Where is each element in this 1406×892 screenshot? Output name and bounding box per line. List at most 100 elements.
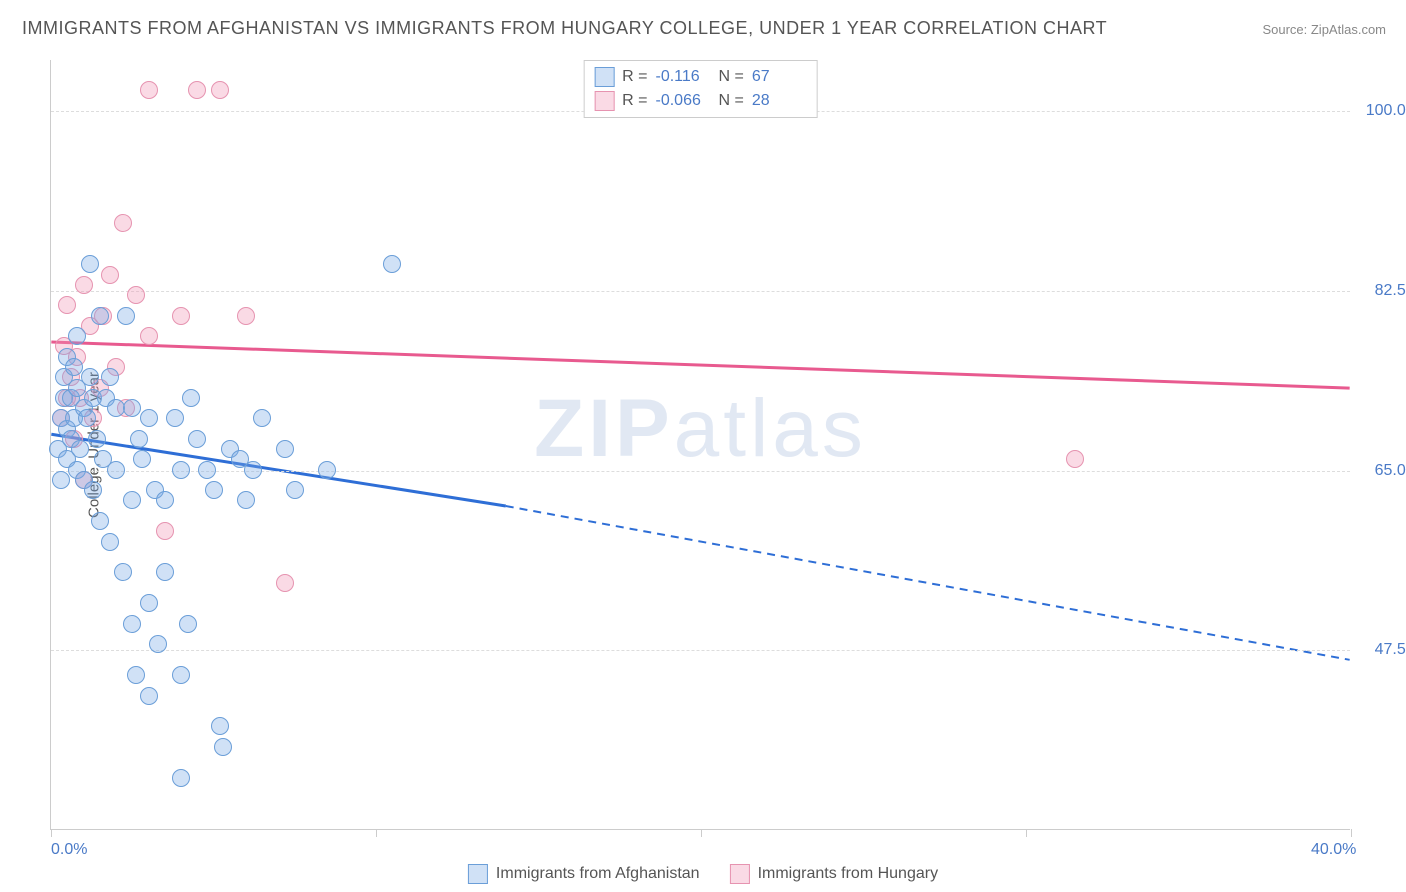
data-point	[172, 461, 190, 479]
r-value: -0.066	[656, 92, 711, 110]
grid-line	[51, 650, 1350, 651]
data-point	[91, 307, 109, 325]
data-point	[127, 666, 145, 684]
n-value: 28	[752, 92, 807, 110]
data-point	[253, 409, 271, 427]
n-value: 67	[752, 68, 807, 86]
data-point	[182, 389, 200, 407]
r-label: R =	[622, 68, 647, 86]
grid-line	[51, 291, 1350, 292]
data-point	[276, 440, 294, 458]
legend-item-hungary: Immigrants from Hungary	[730, 864, 939, 884]
data-point	[237, 491, 255, 509]
data-point	[140, 81, 158, 99]
data-point	[52, 471, 70, 489]
data-point	[383, 255, 401, 273]
data-point	[107, 461, 125, 479]
x-tick-label: 0.0%	[51, 841, 87, 859]
x-tick	[376, 829, 377, 837]
r-label: R =	[622, 92, 647, 110]
y-tick-label: 100.0%	[1360, 102, 1406, 120]
n-label: N =	[719, 68, 744, 86]
data-point	[140, 327, 158, 345]
legend-item-afghanistan: Immigrants from Afghanistan	[468, 864, 700, 884]
chart-title: IMMIGRANTS FROM AFGHANISTAN VS IMMIGRANT…	[22, 18, 1107, 39]
data-point	[81, 255, 99, 273]
legend-swatch-pink	[730, 864, 750, 884]
legend-row-pink: R = -0.066 N = 28	[594, 89, 807, 113]
data-point	[140, 687, 158, 705]
plot-area: College, Under 1 year ZIPatlas R = -0.11…	[50, 60, 1350, 830]
x-tick	[51, 829, 52, 837]
data-point	[205, 481, 223, 499]
data-point	[237, 307, 255, 325]
watermark-light: atlas	[674, 383, 867, 474]
data-point	[211, 81, 229, 99]
x-tick	[701, 829, 702, 837]
trend-lines	[51, 60, 1350, 829]
data-point	[156, 522, 174, 540]
data-point	[318, 461, 336, 479]
legend-row-blue: R = -0.116 N = 67	[594, 65, 807, 89]
y-tick-label: 82.5%	[1360, 282, 1406, 300]
watermark-bold: ZIP	[534, 383, 674, 474]
data-point	[244, 461, 262, 479]
data-point	[68, 327, 86, 345]
x-tick-label: 40.0%	[1311, 841, 1356, 859]
data-point	[198, 461, 216, 479]
legend-swatch-blue	[468, 864, 488, 884]
x-tick	[1351, 829, 1352, 837]
correlation-legend: R = -0.116 N = 67 R = -0.066 N = 28	[583, 60, 818, 118]
legend-label: Immigrants from Afghanistan	[496, 865, 700, 883]
data-point	[78, 409, 96, 427]
data-point	[81, 368, 99, 386]
data-point	[84, 481, 102, 499]
data-point	[179, 615, 197, 633]
series-legend: Immigrants from Afghanistan Immigrants f…	[468, 864, 938, 884]
legend-label: Immigrants from Hungary	[758, 865, 939, 883]
data-point	[286, 481, 304, 499]
data-point	[172, 769, 190, 787]
n-label: N =	[719, 92, 744, 110]
data-point	[65, 358, 83, 376]
y-tick-label: 65.0%	[1360, 462, 1406, 480]
data-point	[123, 615, 141, 633]
data-point	[211, 717, 229, 735]
data-point	[149, 635, 167, 653]
data-point	[130, 430, 148, 448]
data-point	[75, 276, 93, 294]
data-point	[58, 296, 76, 314]
data-point	[101, 533, 119, 551]
data-point	[156, 563, 174, 581]
data-point	[101, 266, 119, 284]
data-point	[140, 409, 158, 427]
source-attribution: Source: ZipAtlas.com	[1262, 22, 1386, 37]
data-point	[214, 738, 232, 756]
data-point	[101, 368, 119, 386]
data-point	[188, 430, 206, 448]
data-point	[1066, 450, 1084, 468]
y-tick-label: 47.5%	[1360, 641, 1406, 659]
data-point	[114, 563, 132, 581]
data-point	[140, 594, 158, 612]
data-point	[123, 399, 141, 417]
data-point	[71, 440, 89, 458]
legend-swatch-pink	[594, 91, 614, 111]
data-point	[166, 409, 184, 427]
data-point	[172, 666, 190, 684]
watermark: ZIPatlas	[534, 382, 867, 476]
r-value: -0.116	[656, 68, 711, 86]
data-point	[114, 214, 132, 232]
data-point	[91, 512, 109, 530]
data-point	[117, 307, 135, 325]
data-point	[127, 286, 145, 304]
data-point	[123, 491, 141, 509]
data-point	[172, 307, 190, 325]
legend-swatch-blue	[594, 67, 614, 87]
data-point	[276, 574, 294, 592]
x-tick	[1026, 829, 1027, 837]
data-point	[156, 491, 174, 509]
data-point	[188, 81, 206, 99]
data-point	[88, 430, 106, 448]
data-point	[133, 450, 151, 468]
